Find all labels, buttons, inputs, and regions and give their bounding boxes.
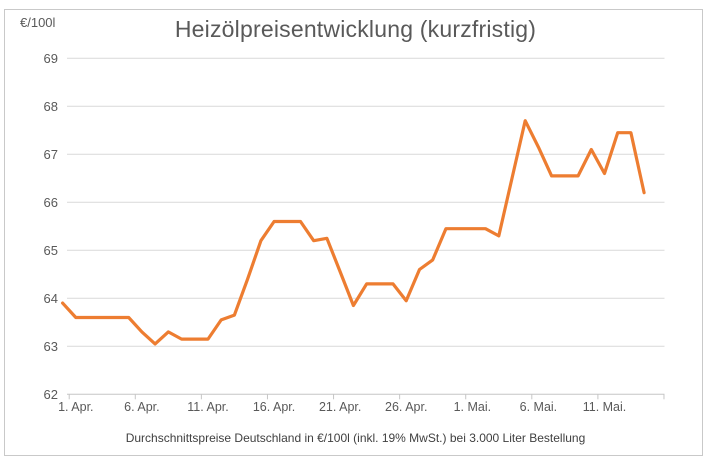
y-axis-tick-label: 62 — [44, 387, 58, 402]
y-axis-tick-label: 67 — [44, 147, 58, 162]
x-axis-tick-label: 26. Apr. — [385, 400, 427, 414]
chart-title: Heizölpreisentwicklung (kurzfristig) — [174, 16, 537, 42]
x-axis-tick-label: 21. Apr. — [319, 400, 361, 414]
price-series-line — [60, 119, 646, 346]
x-axis-tick-label: 11. Mai. — [583, 400, 627, 414]
y-axis-tick-label: 63 — [44, 339, 58, 354]
chart-border — [4, 9, 703, 456]
y-axis-unit-label: €/100l — [20, 15, 56, 30]
x-axis-tick-label: 6. Apr. — [124, 400, 159, 414]
y-axis-tick-label: 69 — [44, 51, 58, 66]
x-axis-tick-label: 1. Mai. — [454, 400, 492, 414]
x-axis-tick-label: 11. Apr. — [187, 400, 228, 414]
y-axis-tick-label: 68 — [44, 99, 58, 114]
x-axis-tick-label: 1. Apr. — [58, 400, 93, 414]
y-axis-tick-label: 65 — [44, 243, 58, 258]
y-axis-tick-label: 64 — [44, 291, 58, 306]
chart-caption: Durchschnittspreise Deutschland in €/100… — [125, 431, 586, 445]
y-axis-tick-label: 66 — [44, 195, 58, 210]
x-axis-tick-label: 6. Mai. — [520, 400, 558, 414]
x-axis-tick-label: 16. Apr. — [253, 400, 295, 414]
